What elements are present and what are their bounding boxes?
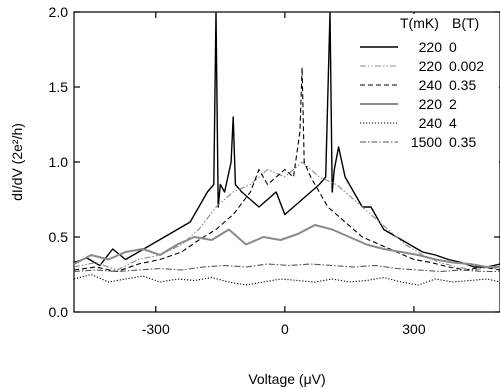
legend-temperature: 220 — [419, 96, 443, 112]
legend-temperature: 1500 — [411, 134, 442, 150]
legend-header-field: B(T) — [452, 15, 479, 31]
y-tick-label: 0.5 — [49, 229, 69, 245]
x-tick-label: 0 — [281, 321, 289, 337]
legend-temperature: 220 — [419, 58, 443, 74]
x-tick-label: -300 — [142, 321, 170, 337]
legend-temperature: 220 — [419, 39, 443, 55]
y-tick-label: 1.5 — [49, 79, 69, 95]
series-line-4 — [74, 273, 500, 286]
legend-field: 4 — [449, 115, 457, 131]
y-tick-label: 0.0 — [49, 304, 69, 320]
series-line-1 — [74, 161, 500, 271]
y-tick-label: 1.0 — [49, 154, 69, 170]
legend-background — [352, 14, 499, 166]
legend-field: 2 — [449, 96, 457, 112]
series-line-2 — [74, 66, 500, 273]
series-line-5 — [74, 263, 500, 273]
legend-temperature: 240 — [419, 77, 443, 93]
legend-field: 0.35 — [449, 77, 476, 93]
x-axis-label: Voltage (μV) — [248, 371, 325, 387]
legend-field: 0.35 — [449, 134, 476, 150]
series-layer — [74, 12, 500, 286]
legend-header-temperature: T(mK) — [400, 15, 439, 31]
y-axis-label: dI/dV (2e²/h) — [9, 123, 25, 201]
y-tick-label: 2.0 — [49, 4, 69, 20]
legend-temperature: 240 — [419, 115, 443, 131]
legend: T(mK) B(T) 220 0 220 0.002 240 0.35 220 2 240 4 1500… — [352, 14, 499, 166]
x-tick-label: 300 — [402, 321, 426, 337]
series-line-3 — [74, 224, 500, 268]
legend-field: 0 — [449, 39, 457, 55]
legend-field: 0.002 — [449, 58, 484, 74]
tick-layer: -300 0 300 0.0 0.5 1.0 1.5 2.0 — [49, 4, 500, 337]
